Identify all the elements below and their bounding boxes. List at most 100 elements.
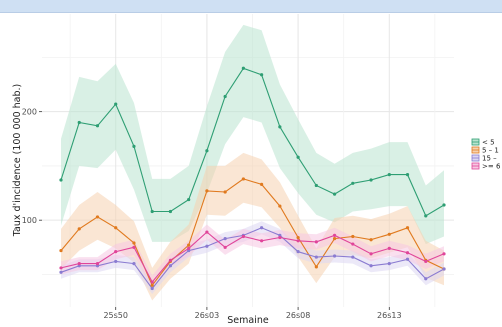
data-point [387,261,391,266]
data-point [314,240,318,244]
data-point [387,246,391,250]
data-point [424,277,428,281]
data-point [314,255,318,259]
data-point [95,215,100,219]
data-point [405,251,410,255]
data-point [205,189,209,193]
data-point [424,214,428,218]
data-point [442,267,446,271]
data-point [150,209,154,214]
data-point [132,261,136,266]
data-point [278,204,282,208]
series-line-0 [60,67,445,217]
legend-label-1: 5 – 1 [482,147,499,155]
data-point [351,234,355,239]
legend-label-2: 15 – [482,155,497,163]
data-point [369,252,373,256]
legend: < 55 – 115 –>= 6 [471,139,501,171]
data-point [296,250,300,254]
data-point [114,259,118,264]
data-point [114,102,118,106]
data-point [223,94,227,99]
data-point [241,177,245,181]
data-point [296,235,300,240]
series-line-3 [60,231,445,283]
data-point [351,242,355,246]
data-point [424,259,428,264]
data-point [205,244,209,248]
data-point [442,252,446,256]
data-point [59,270,63,274]
data-point [223,245,227,249]
data-point [405,173,410,177]
window-top-bar [0,0,502,13]
data-point [223,237,227,241]
data-point [241,66,245,70]
data-point [296,155,300,159]
data-point [442,203,446,207]
data-point [150,283,154,287]
data-point [150,286,154,291]
x-axis-title: Semaine [227,315,269,326]
data-point [387,232,391,236]
data-point [260,239,264,243]
data-point [332,237,337,241]
data-point [278,125,282,129]
data-point [95,261,100,266]
data-point [77,227,81,231]
data-point [59,248,63,253]
data-point [296,239,300,243]
y-axis-title: Taux d'incidence (100 000 hab.) [12,84,23,237]
y-tick-label: 200 [22,108,37,117]
data-point [168,209,173,214]
data-point [260,73,264,77]
data-point [314,183,318,188]
data-point [132,245,136,249]
x-tick-label: 25s50 [103,311,128,320]
data-point [278,235,282,240]
data-point [369,178,373,182]
legend-label-0: < 5 [482,139,495,147]
confidence-band-1 [61,152,444,301]
series-line-1 [60,178,445,287]
confidence-bands [61,24,444,301]
data-point [369,264,373,268]
data-point [114,226,118,230]
data-point [351,181,355,185]
data-point [59,266,63,270]
data-point [405,226,410,230]
data-point [95,124,100,128]
x-tick-label: 26s08 [286,311,311,320]
data-point [114,250,118,254]
data-point [205,230,209,234]
series-lines [60,67,445,290]
data-point [187,243,191,247]
data-point [205,149,209,153]
data-point [168,258,173,262]
x-axis-ticks: 25s50 26s03 26s08 26s13 [103,307,402,320]
data-point [187,197,191,202]
data-point [332,233,337,237]
data-point [132,241,136,245]
y-axis-ticks: 100 200 [22,108,42,225]
x-tick-label: 26s13 [377,311,402,320]
data-point [369,238,373,242]
data-point [241,234,245,239]
data-point [260,226,264,230]
data-point [168,264,173,268]
data-point [59,178,63,182]
x-tick-label: 26s03 [195,311,220,320]
data-point [223,190,227,194]
y-tick-label: 100 [22,216,37,225]
series-line-2 [60,227,445,290]
series-points [59,66,446,291]
confidence-band-3 [61,224,444,289]
data-point [187,246,191,250]
legend-label-3: >= 6 [482,163,501,171]
data-point [314,265,318,269]
data-point [150,280,154,284]
data-point [132,144,136,148]
data-point [387,173,391,177]
